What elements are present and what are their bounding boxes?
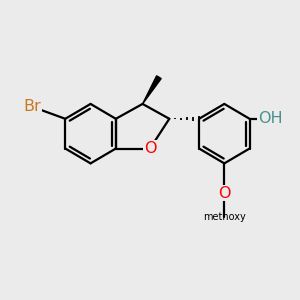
- Text: methoxy: methoxy: [203, 212, 246, 222]
- Polygon shape: [142, 76, 161, 104]
- Text: O: O: [144, 141, 156, 156]
- Text: Br: Br: [24, 99, 41, 114]
- Text: O: O: [218, 186, 231, 201]
- Text: OH: OH: [258, 111, 283, 126]
